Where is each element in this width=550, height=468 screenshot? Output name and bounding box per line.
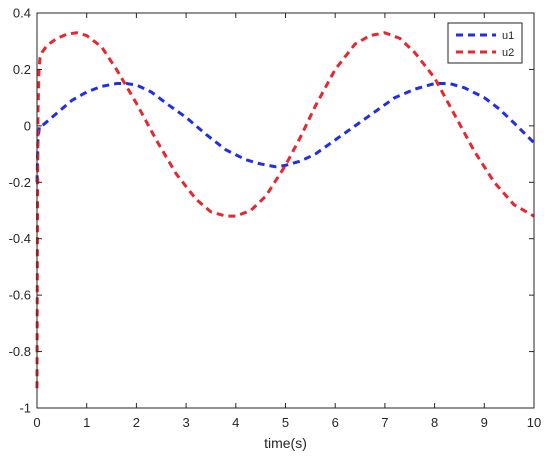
plot-area [37,13,534,408]
y-tick-label: -0.4 [9,231,31,246]
y-tick-label: 0.4 [13,6,31,21]
x-tick-label: 10 [527,415,541,430]
y-tick-label: 0.2 [13,62,31,77]
x-tick-label: 9 [481,415,488,430]
y-tick-label: -1 [19,401,31,416]
y-tick-label: -0.2 [9,175,31,190]
y-tick-label: 0 [24,118,31,133]
series-line-u1 [35,82,536,183]
series-line-u2 [35,31,535,389]
x-tick-label: 0 [33,415,40,430]
x-tick-label: 4 [232,415,239,430]
x-tick-label: 2 [133,415,140,430]
x-tick-label: 3 [182,415,189,430]
legend-label-u1: u1 [502,30,514,42]
x-axis-label: time(s) [264,435,307,451]
legend-label-u2: u2 [502,47,514,59]
axes-layer: 0 1 2 3 4 5 6 7 8 9 10 -1 -0.8 -0.6 -0.4 -0.2 0 0.2 0.4 [9,6,542,431]
legend: u1 u2 [447,22,523,64]
series-layer [35,31,536,389]
x-tick-label: 7 [381,415,388,430]
x-tick-label: 1 [83,415,90,430]
x-tick-label: 6 [332,415,339,430]
legend-box [447,22,523,64]
x-tick-label: 5 [282,415,289,430]
x-tick-label: 8 [431,415,438,430]
y-tick-label: -0.6 [9,288,31,303]
y-tick-label: -0.8 [9,344,31,359]
